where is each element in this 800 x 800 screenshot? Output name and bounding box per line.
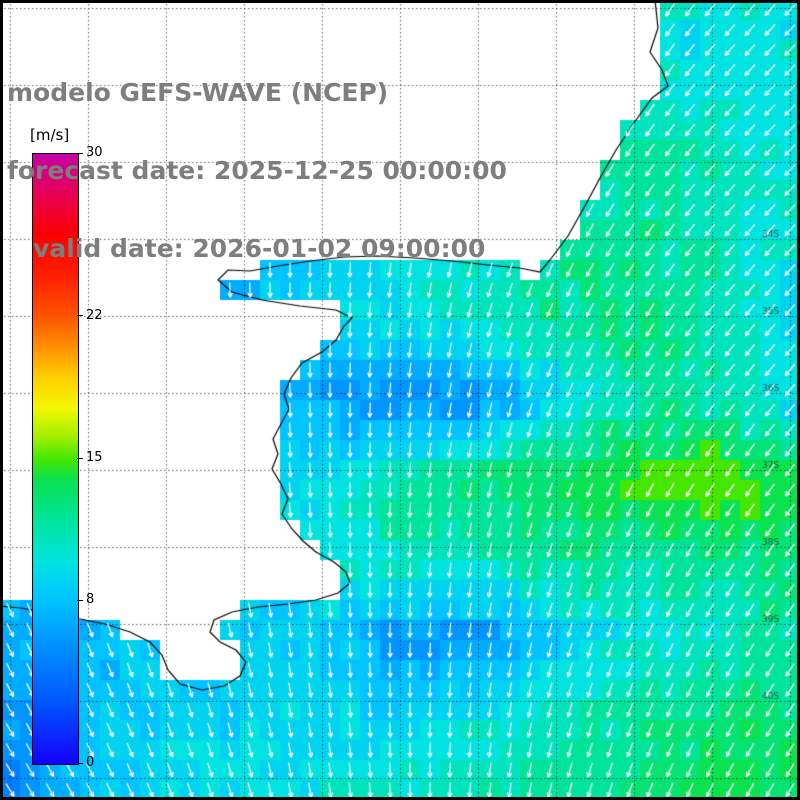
valid-date-line: valid date: 2026-01-02 09:00:00: [7, 234, 486, 263]
forecast-date-line: forecast date: 2025-12-25 00:00:00: [7, 156, 507, 185]
map-header: modelo GEFS-WAVE (NCEP) forecast date: 2…: [7, 28, 507, 314]
model-title: modelo GEFS-WAVE (NCEP): [7, 78, 389, 107]
